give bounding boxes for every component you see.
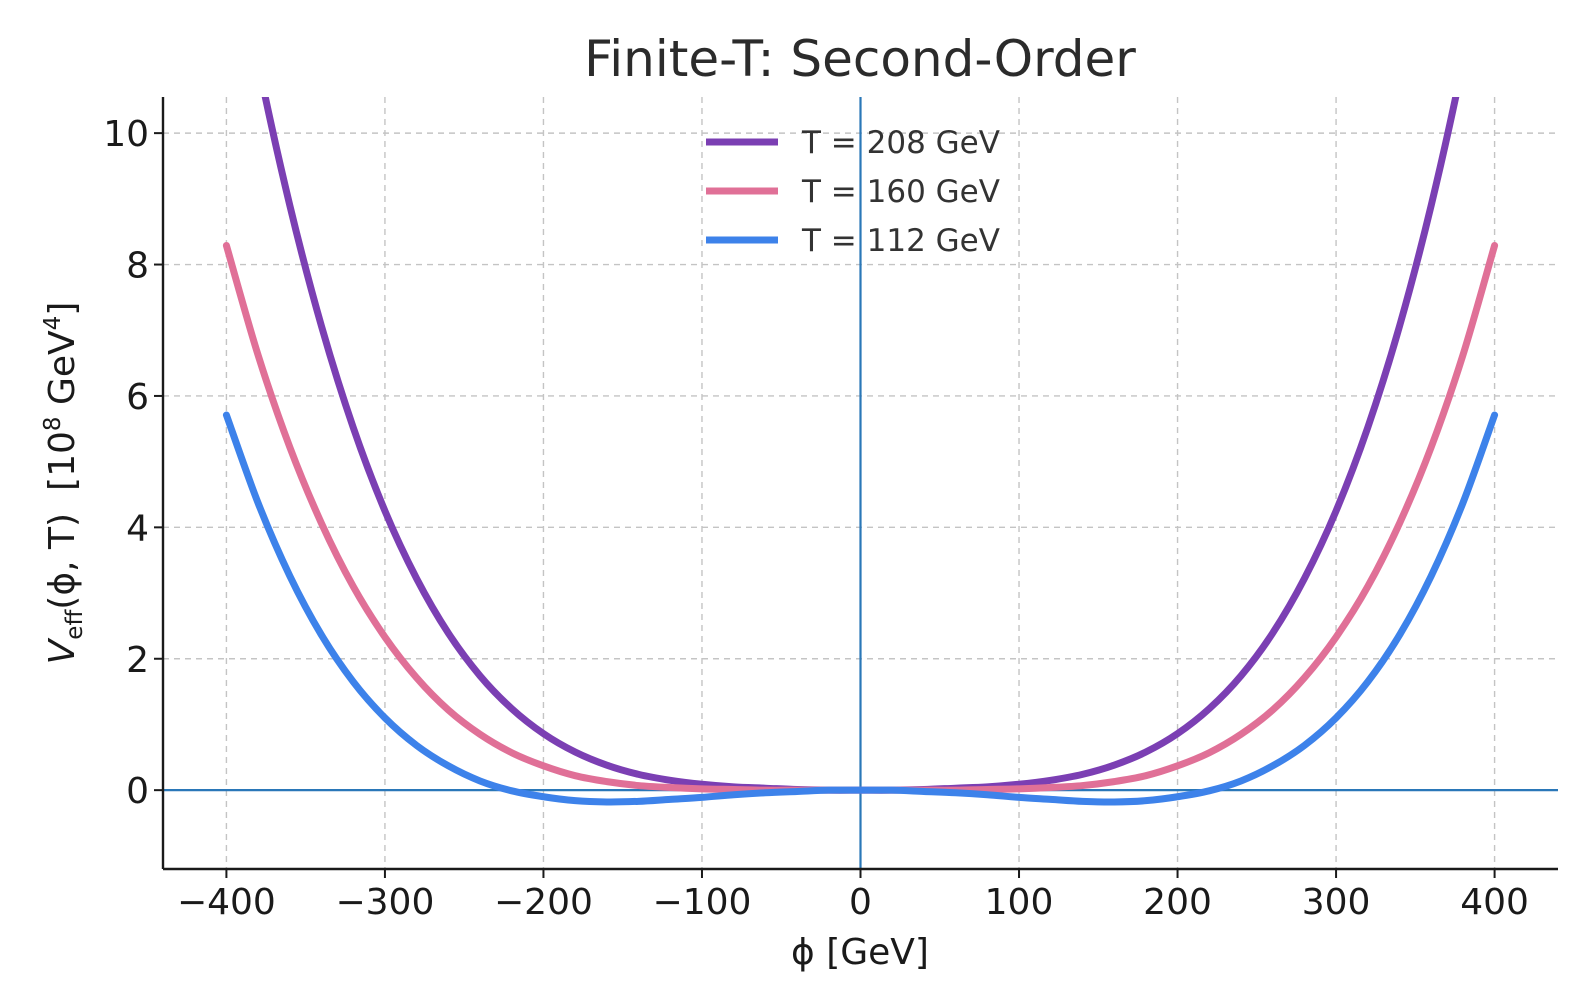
y-axis-label: Veff(ϕ, T) [108 GeV4]	[40, 302, 88, 665]
legend-label: T = 112 GeV	[801, 223, 1000, 259]
y-tick-label: 8	[126, 246, 149, 287]
x-tick-label: 0	[849, 882, 872, 923]
x-tick-label: −100	[653, 882, 752, 923]
x-tick-label: 400	[1460, 882, 1529, 923]
series-line-3	[222, 411, 1499, 806]
legend-label: T = 208 GeV	[801, 125, 1000, 161]
y-tick-label: 0	[126, 771, 149, 812]
x-tick-label: 300	[1302, 882, 1371, 923]
x-tick-label: −400	[177, 882, 276, 923]
x-tick-label: −300	[335, 882, 434, 923]
y-label-units-post: ]	[42, 302, 83, 316]
y-tick-label: 10	[103, 114, 149, 155]
legend: T = 208 GeV T = 160 GeV T = 112 GeV	[706, 125, 1000, 259]
x-tick-label: 200	[1143, 882, 1212, 923]
y-label-sub: eff	[62, 609, 88, 640]
legend-label: T = 160 GeV	[801, 174, 1000, 210]
chart-title: Finite-T: Second-Order	[584, 30, 1136, 88]
x-axis-label: ϕ [GeV]	[791, 932, 929, 973]
y-tick-label: 6	[126, 377, 149, 418]
y-label-v: V	[42, 637, 83, 664]
series-lines	[222, 97, 1499, 806]
y-label-sup1: 8	[40, 416, 66, 431]
ticks: −400 −300 −200 −100 0 100 200 300 400 0 2 4 6 8 10	[103, 114, 1529, 923]
y-label-sup2: 4	[40, 316, 66, 331]
y-label-units-pre: [10	[42, 431, 83, 491]
y-tick-label: 4	[126, 508, 149, 549]
x-tick-label: 100	[985, 882, 1054, 923]
x-tick-label: −200	[494, 882, 593, 923]
y-tick-label: 2	[126, 640, 149, 681]
y-label-args: (ϕ, T)	[42, 513, 83, 610]
y-label-units-mid: GeV	[42, 330, 83, 416]
